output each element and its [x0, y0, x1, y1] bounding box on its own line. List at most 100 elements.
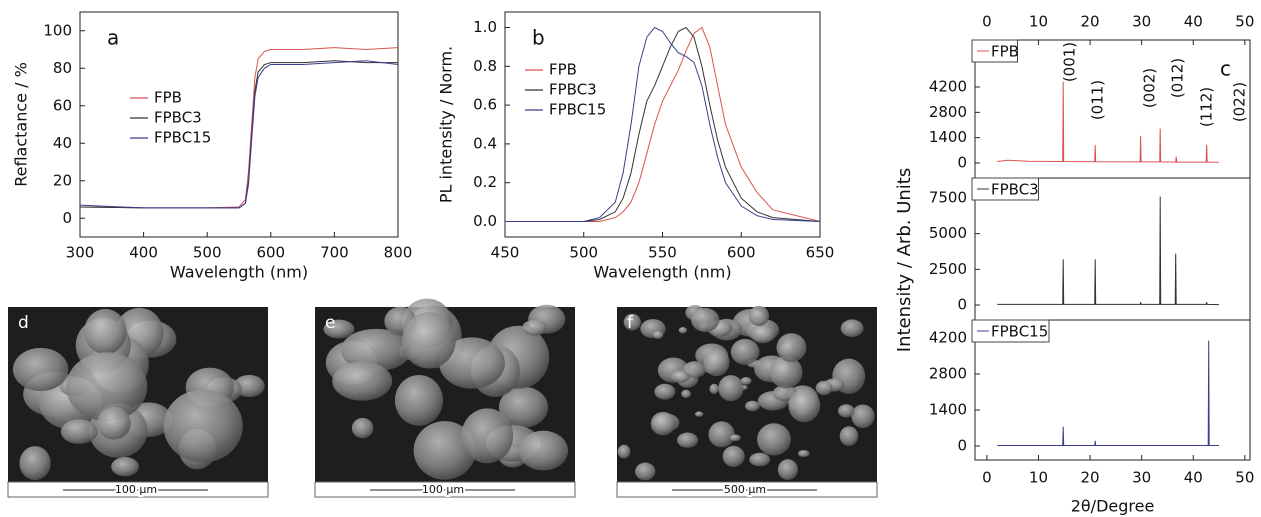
panel-letter: b: [532, 26, 545, 50]
y-tick-label: 2500: [929, 260, 967, 278]
peak-annotation: (012): [1169, 58, 1187, 98]
sem-grain: [718, 375, 744, 402]
sem-image: 500 μm f: [616, 304, 878, 498]
data-line: [79, 60, 399, 209]
sem-grain: [776, 333, 807, 362]
legend-label: FPBC3: [154, 109, 202, 127]
legend-label: FPBC15: [991, 323, 1048, 341]
sem-grain: [623, 313, 641, 331]
y-tick-label: 60: [53, 96, 72, 114]
sem-grain: [650, 411, 676, 436]
sem-grain: [677, 432, 699, 448]
sem-grain: [748, 305, 770, 326]
sem-grain: [837, 404, 855, 418]
sem-grain: [340, 328, 412, 372]
sem-grain: [84, 309, 127, 355]
y-tick-label: 0.0: [473, 212, 497, 230]
legend-label: FPB: [991, 43, 1019, 61]
sem-grain: [97, 406, 131, 440]
sem-grain: [111, 457, 139, 477]
sem-grain: [461, 408, 514, 464]
y-tick-label: 20: [53, 171, 72, 189]
sem-grain: [19, 446, 51, 481]
legend-label: FPBC15: [549, 101, 606, 119]
plot-frame: [504, 11, 821, 238]
sem-grain: [635, 462, 656, 481]
sem-grain: [703, 348, 730, 377]
x-tick-label: 0: [982, 469, 992, 487]
sem-grain: [840, 319, 864, 338]
x-axis-label: Wavelength (nm): [170, 263, 308, 282]
x-tick-label: 550: [648, 244, 677, 262]
sem-grain: [12, 347, 69, 392]
sem-grain: [708, 421, 735, 448]
x-tick-label: 800: [384, 244, 413, 262]
peak-annotation: (022): [1231, 82, 1249, 122]
scale-bar-label: 100 μm: [115, 483, 157, 496]
x-tick-label: 30: [1132, 469, 1151, 487]
x-tick-label: 600: [256, 244, 285, 262]
x-tick-label: 30: [1132, 13, 1151, 31]
scale-bar-label: 500 μm: [724, 483, 766, 496]
sem-grain: [518, 430, 569, 471]
sem-grain: [691, 308, 720, 333]
panel-letter: a: [107, 26, 119, 50]
subplot-frame: [974, 319, 1251, 461]
sem-grain: [749, 452, 771, 467]
sem-grain: [439, 337, 505, 389]
sem-grain: [654, 383, 676, 400]
sem-grain: [709, 383, 719, 395]
sem-grain: [678, 327, 688, 334]
legend-label: FPBC3: [991, 181, 1039, 199]
x-tick-label: 650: [806, 244, 835, 262]
x-tick-label: 20: [1081, 469, 1100, 487]
y-tick-label: 0.8: [473, 57, 497, 75]
y-axis-label: PL intensity / Norm.: [437, 46, 456, 203]
peak-annotation: (002): [1141, 68, 1159, 108]
y-tick-label: 0: [957, 296, 967, 314]
x-tick-label: 0: [982, 13, 992, 31]
x-tick-label: 10: [1029, 13, 1048, 31]
sem-grain: [694, 411, 704, 417]
y-tick-label: 0: [957, 153, 967, 171]
x-tick-label: 600: [727, 244, 756, 262]
y-tick-label: 0.6: [473, 96, 497, 114]
sem-grain: [617, 444, 631, 459]
scale-bar-label: 100 μm: [422, 483, 464, 496]
y-tick-label: 4200: [929, 328, 967, 346]
x-tick-label: 450: [491, 244, 520, 262]
legend-label: FPB: [154, 89, 182, 107]
x-tick-label: 10: [1029, 469, 1048, 487]
sem-grain: [522, 319, 548, 336]
y-axis-label: Reflactance / %: [12, 62, 31, 187]
sem-grain: [815, 380, 833, 396]
sem-grain: [777, 459, 798, 481]
y-tick-label: 40: [53, 134, 72, 152]
legend-label: FPB: [549, 61, 577, 79]
sem-grain: [332, 361, 393, 401]
x-tick-label: 50: [1235, 469, 1254, 487]
x-axis-label: Wavelength (nm): [593, 263, 731, 282]
sem-grain: [744, 400, 760, 412]
image-letter: d: [18, 313, 29, 333]
data-line: [79, 60, 398, 209]
sem-grain: [851, 404, 875, 429]
sem-grain: [413, 421, 476, 480]
legend-label: FPBC15: [154, 129, 211, 147]
x-tick-label: 50: [1235, 13, 1254, 31]
sem-grain: [751, 324, 775, 344]
sem-grain: [757, 423, 791, 456]
x-axis-label: 2θ/Degree: [1071, 497, 1155, 516]
x-tick-label: 400: [129, 244, 158, 262]
x-tick-label: 500: [569, 244, 598, 262]
legend-box: [971, 39, 1018, 63]
data-line: [505, 26, 821, 222]
sem-grain: [66, 352, 148, 422]
sem-grain: [351, 417, 374, 439]
sem-grain: [797, 449, 810, 458]
data-line: [79, 47, 399, 209]
x-tick-label: 20: [1081, 13, 1100, 31]
sem-image: 100 μm d: [7, 307, 269, 498]
sem-grain: [498, 386, 549, 428]
